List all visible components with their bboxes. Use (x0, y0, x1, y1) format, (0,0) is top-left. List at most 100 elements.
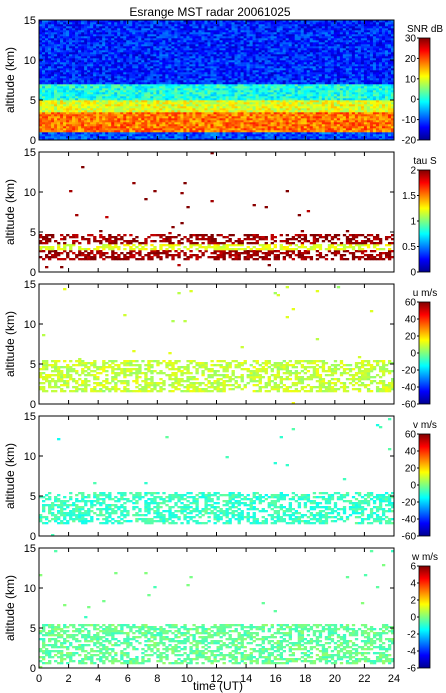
heatmap-cell (60, 124, 64, 127)
heatmap-cell (270, 64, 274, 67)
heatmap-cell (180, 46, 184, 49)
heatmap-cell (276, 110, 280, 113)
heatmap-cell (192, 124, 196, 127)
heatmap-cell (141, 96, 145, 99)
heatmap-cell (144, 132, 148, 135)
heatmap-cell (279, 138, 283, 141)
heatmap-cell (255, 94, 259, 97)
heatmap-cell (270, 26, 274, 29)
heatmap-cell (93, 44, 97, 47)
heatmap-cell (210, 70, 214, 73)
heatmap-cell (195, 34, 199, 37)
heatmap-cell (246, 120, 250, 123)
heatmap-cell (282, 56, 286, 59)
heatmap-cell (93, 48, 97, 51)
heatmap-cell (267, 52, 271, 55)
heatmap-cell (84, 26, 88, 29)
heatmap-cell (87, 112, 91, 115)
heatmap-cell (78, 36, 82, 39)
heatmap-cell (93, 60, 97, 63)
heatmap-cell (171, 136, 175, 139)
heatmap-cell (276, 98, 280, 101)
heatmap-cell (273, 102, 277, 105)
heatmap-cell (267, 30, 271, 33)
heatmap-cell (213, 108, 217, 111)
heatmap-cell (189, 70, 193, 73)
heatmap-cell (270, 36, 274, 39)
heatmap-cell (51, 30, 55, 33)
heatmap-cell (282, 52, 286, 55)
heatmap-cell (126, 108, 130, 111)
heatmap-cell (279, 124, 283, 127)
heatmap-cell (165, 72, 169, 75)
heatmap-cell (72, 86, 76, 89)
heatmap-cell (63, 72, 67, 75)
heatmap-cell (204, 38, 208, 41)
heatmap-cell (249, 116, 253, 119)
heatmap-cell (207, 46, 211, 49)
heatmap-cell (60, 104, 64, 107)
heatmap-cell (45, 22, 49, 25)
heatmap-cell (96, 118, 100, 121)
heatmap-cell (102, 138, 106, 141)
heatmap-cell (105, 84, 109, 87)
heatmap-cell (213, 92, 217, 95)
heatmap-cell (246, 106, 250, 109)
heatmap-cell (45, 98, 49, 101)
heatmap-cell (69, 130, 73, 133)
heatmap-cell (105, 52, 109, 55)
heatmap-cell (90, 110, 94, 113)
heatmap-cell (174, 118, 178, 121)
heatmap-cell (123, 56, 127, 59)
heatmap-cell (141, 94, 145, 97)
heatmap-cell (210, 42, 214, 45)
heatmap-cell (237, 20, 241, 23)
heatmap-cell (93, 72, 97, 75)
heatmap-cell (246, 66, 250, 69)
heatmap-cell (105, 62, 109, 65)
heatmap-cell (240, 26, 244, 29)
heatmap-cell (132, 48, 136, 51)
heatmap-cell (285, 124, 289, 127)
heatmap-cell (279, 128, 283, 131)
heatmap-cell (54, 82, 58, 85)
heatmap-cell (159, 64, 163, 67)
heatmap-cell (228, 58, 232, 61)
heatmap-cell (264, 132, 268, 135)
heatmap-cell (81, 42, 85, 45)
heatmap-cell (180, 84, 184, 87)
heatmap-cell (219, 32, 223, 35)
heatmap-cell (81, 32, 85, 35)
heatmap-cell (273, 64, 277, 67)
heatmap-cell (252, 28, 256, 31)
heatmap-cell (276, 78, 280, 81)
heatmap-cell (93, 134, 97, 137)
heatmap-cell (210, 104, 214, 107)
heatmap-cell (282, 54, 286, 57)
heatmap-cell (279, 28, 283, 31)
heatmap-cell (258, 120, 262, 123)
heatmap-cell (120, 66, 124, 69)
heatmap-cell (219, 130, 223, 133)
heatmap-cell (243, 58, 247, 61)
heatmap-cell (93, 58, 97, 61)
heatmap-cell (186, 118, 190, 121)
heatmap-cell (216, 114, 220, 117)
heatmap-cell (162, 82, 166, 85)
heatmap-cell (102, 120, 106, 123)
heatmap-cell (114, 50, 118, 53)
heatmap-cell (75, 80, 79, 83)
heatmap-cell (204, 66, 208, 69)
heatmap-cell (120, 82, 124, 85)
heatmap-cell (120, 134, 124, 137)
heatmap-cell (273, 84, 277, 87)
heatmap-cell (180, 74, 184, 77)
heatmap-cell (267, 138, 271, 141)
heatmap-cell (183, 30, 187, 33)
heatmap-cell (123, 82, 127, 85)
heatmap-cell (48, 134, 52, 137)
heatmap-cell (165, 78, 169, 81)
heatmap-cell (39, 136, 43, 139)
heatmap-cell (258, 20, 262, 23)
heatmap-cell (264, 46, 268, 49)
